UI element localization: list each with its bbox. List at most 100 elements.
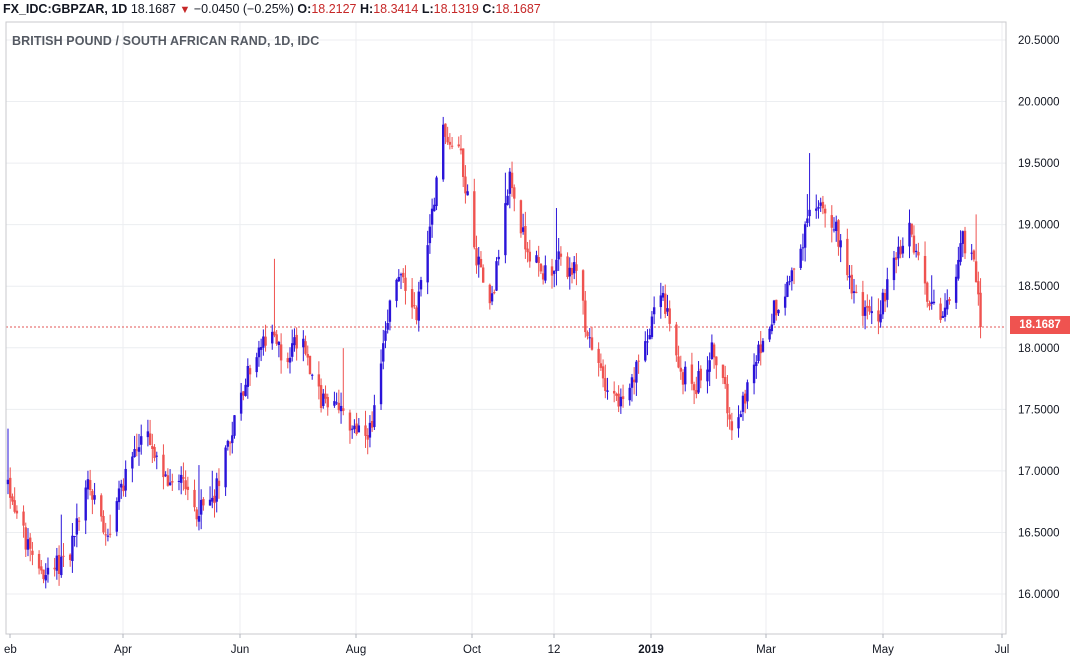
candle-down [355,423,358,434]
candle-down [612,390,616,394]
candle-up [177,480,181,482]
candle-up [879,314,882,323]
candle-up [930,301,933,304]
candle-down [444,123,447,137]
candle-down [866,305,869,308]
candle-up [961,231,964,244]
candle-down [493,292,496,294]
candle-down [342,408,345,411]
x-axis[interactable]: eb Apr Jun Aug Oct 12 2019 Mar May Jul [4,634,1009,656]
candle-up [555,259,558,272]
candle-down [690,364,694,384]
candle-down [948,298,951,302]
candle-down [446,136,449,143]
symbol-label: FX_IDC:GBPZAR, 1D [3,2,128,16]
candle-up [164,474,167,476]
y-tick-label: 16.0000 [1018,589,1060,601]
candle-down [730,421,734,431]
candle-up [741,395,745,412]
candle-up [430,208,434,225]
candle-down [821,201,825,209]
candle-down [457,144,460,147]
candle-down [524,225,527,250]
candle-down [575,264,578,271]
candle-down [917,251,920,256]
x-tick-label: Mar [756,644,776,656]
candle-up [131,456,134,469]
candle-down [184,480,187,490]
candle-down [855,291,858,294]
candle-up [959,243,962,262]
candle-down [410,289,414,308]
candle-down [775,299,778,316]
candle-up [231,435,234,444]
candle-down [77,520,81,522]
y-tick-label: 18.0000 [1018,343,1060,355]
candle-up [211,497,214,502]
candle-up [932,301,936,304]
candle-up [495,261,498,291]
candle-down [877,310,880,322]
candle-down [42,569,45,580]
candle-up [179,474,183,483]
candle-up [870,311,873,314]
candle-down [319,385,323,409]
candle-down [584,300,587,333]
candle-up [886,279,889,300]
candle-down [370,420,374,428]
candle-up [708,360,711,372]
y-axis[interactable]: 20.5000 20.0000 19.5000 19.0000 18.5000 18.00… [1018,35,1060,601]
candle-down [664,293,667,314]
candle-down [823,208,827,214]
candle-up [941,315,945,319]
x-tick-label: eb [4,644,17,656]
candle-down [264,336,267,346]
y-tick-label: 20.5000 [1018,35,1060,47]
candle-up [752,364,756,384]
candle-down [53,567,56,570]
candle-up [646,341,649,343]
candle-up [133,448,136,458]
candle-down [31,550,34,555]
candle-up [755,361,758,367]
candle-down [850,274,853,294]
candle-up [757,344,760,362]
candle-down [928,303,931,307]
close-label: C: [482,2,496,16]
candle-up [71,535,74,562]
candle-up [382,343,385,362]
candle-down [326,397,329,408]
candle-down [182,477,185,479]
candle-up [384,330,387,341]
high-label: H: [359,2,374,16]
y-tick-label: 20.0000 [1018,97,1060,109]
candle-up [386,323,389,330]
candle-up [553,270,556,274]
y-tick-label: 19.0000 [1018,220,1060,232]
candle-down [559,253,563,257]
candle-down [526,248,529,253]
candle-down [448,141,452,145]
candle-down [459,148,463,151]
change-value: −0.0450 (−0.25%) [193,2,294,16]
candle-down [450,145,454,147]
candle-up [697,371,700,393]
candle-down [479,258,483,268]
candle-down [57,554,61,574]
candle-up [399,274,403,276]
candle-down [977,281,980,295]
candle-up [311,374,314,376]
candle-up [954,276,958,303]
candle-up [226,440,230,447]
candle-down [675,324,678,356]
candle-down [248,368,252,375]
candle-down [743,393,747,404]
candle-down [615,393,618,396]
candle-down [88,480,92,490]
candle-down [166,475,170,486]
candle-up [777,309,780,314]
candle-up [914,250,918,253]
candle-up [419,280,423,290]
candle-up [373,405,376,427]
